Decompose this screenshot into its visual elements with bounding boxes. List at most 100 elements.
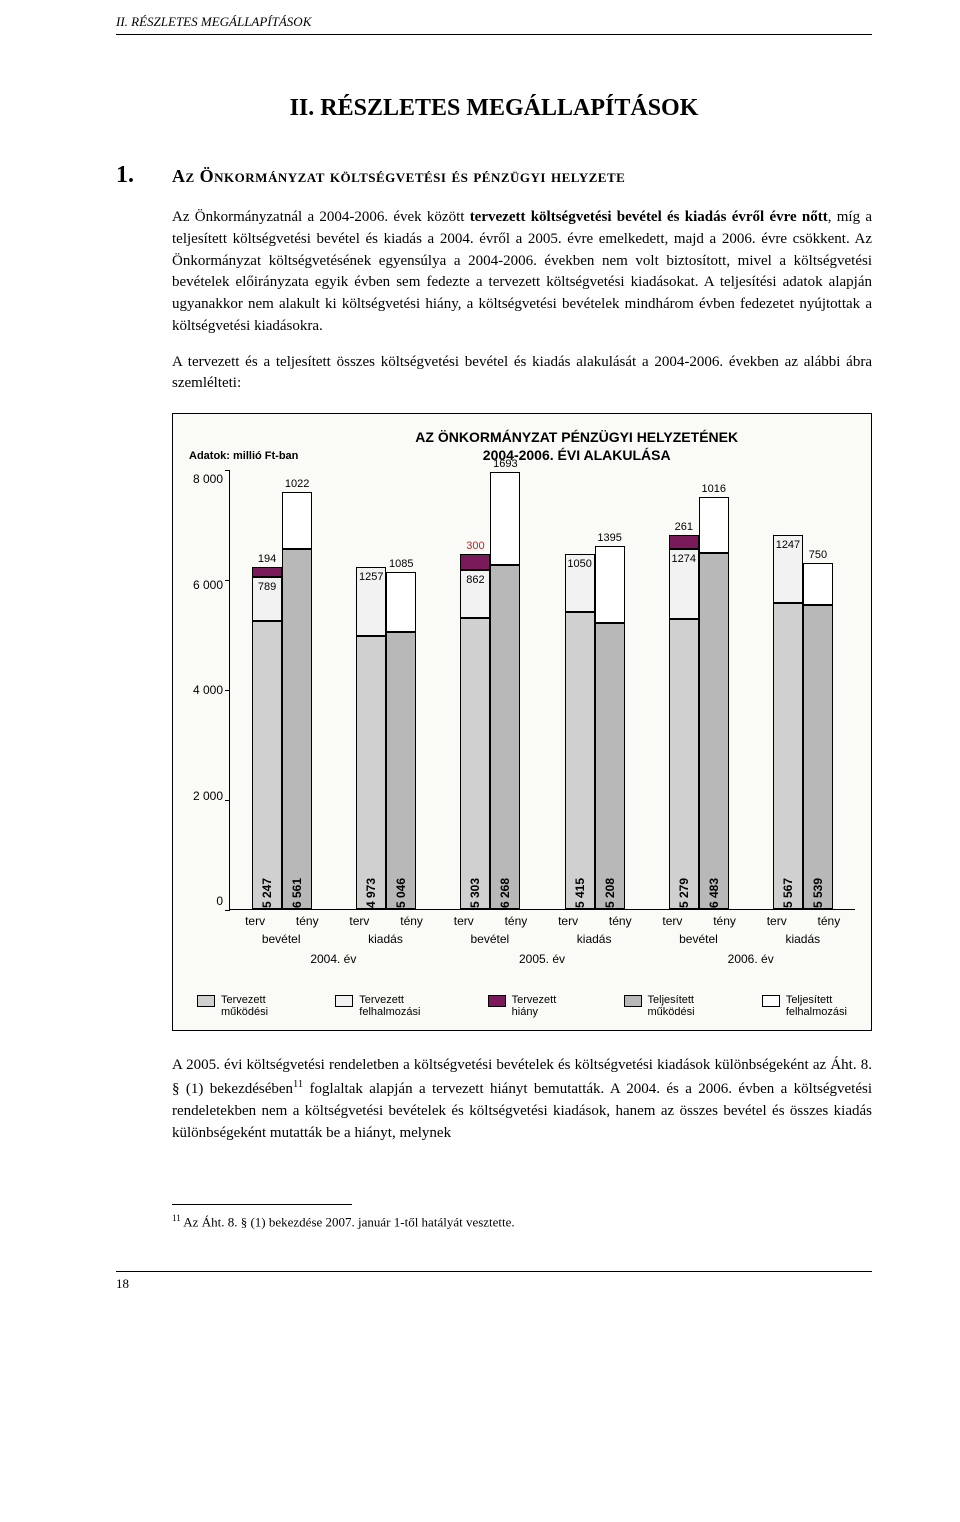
bar-segment: 5 247	[252, 621, 282, 910]
bar-teny: 6 268 1693	[490, 472, 520, 910]
x-sub-label: tény	[698, 910, 750, 928]
bar-base-label: 6 268	[498, 878, 512, 908]
bar-group: 5 2477891946 5611022	[230, 470, 334, 909]
section-number: 1.	[116, 162, 148, 189]
x-sub-label: tény	[386, 910, 438, 928]
legend-label: Teljesítettfelhalmozási	[786, 994, 847, 1018]
bar-segment: 1085	[386, 572, 416, 632]
bar-value-label: 1274	[672, 553, 696, 565]
bar-teny: 5 0461085	[386, 572, 416, 909]
bar-segment: 1050	[565, 554, 595, 612]
x-sub-label: terv	[333, 910, 385, 928]
legend-item: Tervezetthiány	[488, 994, 557, 1018]
bar-group: 5 56712475 539750	[751, 470, 855, 909]
bar-base-label: 5 303	[468, 878, 482, 908]
bar-value-label: 1693	[493, 458, 517, 470]
legend-swatch	[335, 995, 353, 1007]
x-year-label: 2005. év	[438, 946, 647, 966]
chart-header: Adatok: millió Ft-ban AZ ÖNKORMÁNYZAT PÉ…	[189, 428, 855, 464]
chart-container: Adatok: millió Ft-ban AZ ÖNKORMÁNYZAT PÉ…	[172, 413, 872, 1031]
bar-value-label: 789	[258, 581, 276, 593]
x-sub-label: tény	[803, 910, 855, 928]
bar-segment: 5 279	[669, 619, 699, 909]
bar-group: 4 97312575 0461085	[334, 470, 438, 909]
bar-value-label: 750	[809, 549, 827, 561]
bar-base-label: 4 973	[364, 878, 378, 908]
bar-teny: 6 561 1022	[282, 492, 312, 909]
y-tick-label: 0	[216, 894, 223, 908]
bar-terv: 5 415 1050	[565, 554, 595, 910]
bar-base-label: 5 208	[603, 878, 617, 908]
paragraph-3: A 2005. évi költségvetési rendeletben a …	[172, 1055, 872, 1144]
x-category-label: bevétel	[229, 928, 333, 946]
bar-segment: 1395	[595, 546, 625, 623]
footnote-separator	[172, 1204, 352, 1205]
x-sub-label: terv	[229, 910, 281, 928]
legend-swatch	[762, 995, 780, 1007]
bar-terv: 5 279 1274 261	[669, 535, 699, 910]
x-group: tervténybevétel	[438, 910, 542, 946]
bar-base-label: 5 247	[260, 878, 274, 908]
bar-terv: 5 303 862300	[460, 554, 490, 910]
bar-segment: 6 483	[699, 553, 729, 910]
bar-segment: 261	[669, 535, 699, 549]
legend-item: Teljesítettműködési	[624, 994, 695, 1018]
legend-label: Tervezetthiány	[512, 994, 557, 1018]
text: , míg a teljesített költségvetési bevéte…	[172, 209, 872, 334]
bar-segment: 1693	[490, 472, 520, 565]
bar-segment: 750	[803, 563, 833, 604]
bar-base-label: 5 539	[811, 878, 825, 908]
bold-text: tervezett költségvetési bevétel és kiadá…	[470, 209, 828, 225]
footnote-text: Az Áht. 8. § (1) bekezdése 2007. január …	[181, 1215, 515, 1230]
x-sub-label: tény	[281, 910, 333, 928]
bar-segment: 1257	[356, 567, 386, 636]
x-sub-label: tény	[490, 910, 542, 928]
bar-value-label: 1022	[285, 478, 309, 490]
x-year-label: 2006. év	[646, 946, 855, 966]
footnote-ref: 11	[293, 1079, 303, 1090]
chart-data-note: Adatok: millió Ft-ban	[189, 428, 298, 462]
x-group: tervténybevétel	[229, 910, 333, 946]
bar-base-label: 6 561	[290, 878, 304, 908]
bar-value-label: 300	[466, 540, 484, 552]
x-sub-label: terv	[438, 910, 490, 928]
bar-segment: 300	[460, 554, 490, 571]
bar-terv: 5 247789194	[252, 567, 282, 910]
bar-group: 5 415 1050 5 208 1395	[543, 470, 647, 909]
paragraph-1: Az Önkormányzatnál a 2004-2006. évek köz…	[172, 207, 872, 338]
page-footer: 18	[116, 1271, 872, 1292]
legend-label: Teljesítettműködési	[648, 994, 695, 1018]
x-group: tervténybevétel	[646, 910, 750, 946]
footnote-number: 11	[172, 1213, 181, 1223]
y-tick-label: 4 000	[193, 683, 223, 697]
chart-plot-area: 5 2477891946 56110224 97312575 04610855 …	[229, 470, 855, 910]
x-category-label: kiadás	[751, 928, 855, 946]
x-group: tervténykiadás	[542, 910, 646, 946]
bar-value-label: 1085	[389, 558, 413, 570]
x-sub-label: tény	[594, 910, 646, 928]
bar-segment: 1016	[699, 497, 729, 553]
bar-value-label: 1050	[567, 558, 591, 570]
bar-terv: 4 973 1257	[356, 567, 386, 910]
bar-group: 5 27912742616 4831016	[647, 470, 751, 909]
bar-group: 5 3038623006 2681693	[438, 470, 542, 909]
bar-value-label: 1395	[597, 532, 621, 544]
chart-plot-wrap: 8 0006 0004 0002 0000 5 2477891946 56110…	[189, 470, 855, 910]
chart-x-axis: tervténybevételtervténykiadástervténybev…	[229, 910, 855, 946]
y-tick-label: 6 000	[193, 578, 223, 592]
x-category-label: kiadás	[333, 928, 437, 946]
legend-label: Tervezettműködési	[221, 994, 268, 1018]
bar-segment: 5 415	[565, 612, 595, 910]
legend-swatch	[197, 995, 215, 1007]
bar-segment: 1022	[282, 492, 312, 548]
x-year-label: 2004. év	[229, 946, 438, 966]
bar-base-label: 5 415	[573, 878, 587, 908]
bar-value-label: 261	[675, 521, 693, 533]
bar-teny: 5 539 750	[803, 563, 833, 909]
x-sub-label: terv	[751, 910, 803, 928]
bar-segment: 5 046	[386, 632, 416, 910]
bar-segment: 1247	[773, 535, 803, 604]
footnote: 11 Az Áht. 8. § (1) bekezdése 2007. janu…	[172, 1213, 872, 1230]
chart-y-axis: 8 0006 0004 0002 0000	[189, 470, 229, 910]
bar-segment: 862	[460, 570, 490, 617]
